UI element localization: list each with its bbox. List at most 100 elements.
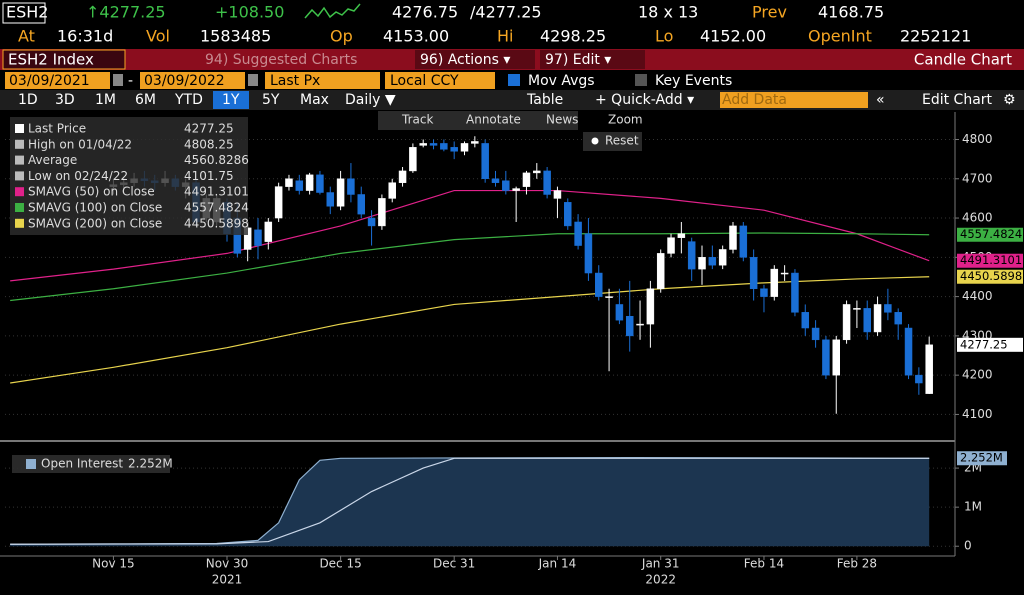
edit-button[interactable]: 97) Edit ▾ bbox=[545, 52, 611, 68]
table-button[interactable]: Table bbox=[526, 92, 563, 108]
chart-tool[interactable]: News bbox=[546, 113, 578, 127]
reset-icon[interactable] bbox=[591, 137, 599, 145]
value-tag bbox=[957, 253, 1023, 268]
date-dash: - bbox=[128, 73, 133, 89]
period-button[interactable]: 1Y bbox=[222, 92, 240, 108]
security-box[interactable] bbox=[2, 49, 126, 70]
key-events[interactable]: Key Events bbox=[655, 73, 732, 89]
low-label: Lo bbox=[655, 27, 673, 46]
edit-chart[interactable]: Edit Chart bbox=[922, 92, 993, 108]
candle-body bbox=[863, 308, 871, 333]
candle-body bbox=[305, 174, 314, 191]
oi-value-tag bbox=[957, 451, 1007, 466]
oi-legend-label: Open Interest bbox=[41, 457, 123, 471]
field[interactable]: Last Px bbox=[270, 73, 320, 89]
candle-body bbox=[894, 312, 902, 325]
candle-body bbox=[491, 178, 500, 183]
candle-body bbox=[801, 312, 810, 329]
key-events-checkbox[interactable] bbox=[635, 74, 647, 86]
candle-body bbox=[615, 304, 624, 321]
time: 16:31d bbox=[57, 27, 113, 46]
start-date-box[interactable] bbox=[5, 72, 110, 89]
candle-body bbox=[522, 172, 531, 187]
chart-tool[interactable]: Zoom bbox=[608, 113, 643, 127]
candle-body bbox=[915, 374, 923, 384]
add-data[interactable]: Add Data bbox=[722, 92, 787, 108]
candle-body bbox=[564, 202, 572, 227]
candle-body bbox=[729, 225, 737, 250]
start-date[interactable]: 03/09/2021 bbox=[9, 73, 90, 89]
chart-tool[interactable]: Track bbox=[401, 113, 433, 127]
y-tick-label: 4700 bbox=[962, 171, 993, 185]
value-tag-label: 4491.3101 bbox=[960, 253, 1022, 267]
calendar-icon[interactable] bbox=[248, 74, 258, 86]
legend-label: SMAVG (100) on Close bbox=[28, 201, 162, 215]
candle-body bbox=[873, 304, 882, 333]
value-tag bbox=[957, 337, 1023, 352]
candle-body bbox=[553, 190, 562, 199]
candle-body bbox=[533, 170, 541, 174]
settings-icon[interactable]: ⚙ bbox=[1003, 92, 1016, 108]
moving-average-line bbox=[10, 232, 930, 302]
calendar-icon[interactable] bbox=[113, 74, 123, 86]
value-tag-label: 4450.5898 bbox=[960, 269, 1022, 283]
candle-body bbox=[274, 186, 283, 219]
sparkline bbox=[304, 3, 361, 19]
prev: 4168.75 bbox=[818, 3, 884, 22]
open-interest-label: OpenInt bbox=[808, 27, 872, 46]
candle-body bbox=[842, 304, 851, 341]
end-date-box[interactable] bbox=[140, 72, 245, 89]
collapse-icon[interactable]: « bbox=[876, 92, 885, 108]
security[interactable]: ESH2 Index bbox=[8, 51, 94, 69]
quick-add[interactable]: + Quick-Add ▾ bbox=[595, 92, 694, 108]
low: 4152.00 bbox=[700, 27, 766, 46]
legend-label: Last Price bbox=[28, 122, 86, 136]
period-button[interactable]: YTD bbox=[174, 92, 203, 108]
year-label: 2022 bbox=[645, 573, 676, 587]
candle-body bbox=[605, 296, 613, 298]
ticker-box bbox=[2, 2, 46, 24]
moving-average-line bbox=[10, 276, 930, 384]
net-change: +108.50 bbox=[215, 3, 284, 22]
currency[interactable]: Local CCY bbox=[390, 73, 459, 89]
year-label: 2021 bbox=[212, 573, 243, 587]
mov-avgs-checkbox[interactable] bbox=[508, 74, 520, 86]
candle-body bbox=[687, 241, 696, 270]
candle-body bbox=[316, 174, 324, 193]
suggested-charts[interactable]: 94) Suggested Charts bbox=[205, 52, 357, 68]
actions-button[interactable]: 96) Actions ▾ bbox=[420, 52, 510, 68]
value-tag bbox=[957, 269, 1023, 284]
end-date[interactable]: 03/09/2022 bbox=[144, 73, 225, 89]
period-button[interactable]: 3D bbox=[55, 92, 75, 108]
period-button[interactable]: 1M bbox=[95, 92, 116, 108]
chart-tool[interactable]: Annotate bbox=[466, 113, 521, 127]
candle-body bbox=[409, 147, 417, 172]
edit-button-bg bbox=[540, 50, 645, 69]
y-tick-label: 4200 bbox=[962, 368, 993, 382]
legend-label: Average bbox=[28, 153, 77, 167]
y-tick-label: 4800 bbox=[962, 132, 993, 146]
candle-body bbox=[646, 288, 655, 325]
frequency[interactable]: Daily ▼ bbox=[345, 92, 396, 108]
candle-body bbox=[460, 143, 469, 152]
legend-swatch bbox=[15, 139, 24, 149]
open-interest: 2252121 bbox=[900, 27, 971, 46]
period-button[interactable]: 1D bbox=[18, 92, 38, 108]
oi-y-tick-label: 0 bbox=[964, 539, 972, 553]
mov-avgs[interactable]: Mov Avgs bbox=[528, 73, 595, 89]
candle-body bbox=[471, 141, 479, 144]
add-data-box[interactable] bbox=[720, 92, 868, 108]
period-button[interactable]: Max bbox=[300, 92, 329, 108]
period-button[interactable]: 5Y bbox=[262, 92, 280, 108]
candle-body bbox=[904, 327, 913, 376]
reset-button[interactable]: Reset bbox=[605, 134, 639, 148]
legend-swatch bbox=[15, 218, 24, 228]
high-label: Hi bbox=[497, 27, 513, 46]
currency-box[interactable] bbox=[385, 72, 495, 89]
candle-body bbox=[419, 143, 427, 146]
period-button[interactable]: 6M bbox=[135, 92, 156, 108]
field-box[interactable] bbox=[265, 72, 380, 89]
candle-body bbox=[884, 304, 892, 313]
candle-body bbox=[636, 323, 644, 326]
